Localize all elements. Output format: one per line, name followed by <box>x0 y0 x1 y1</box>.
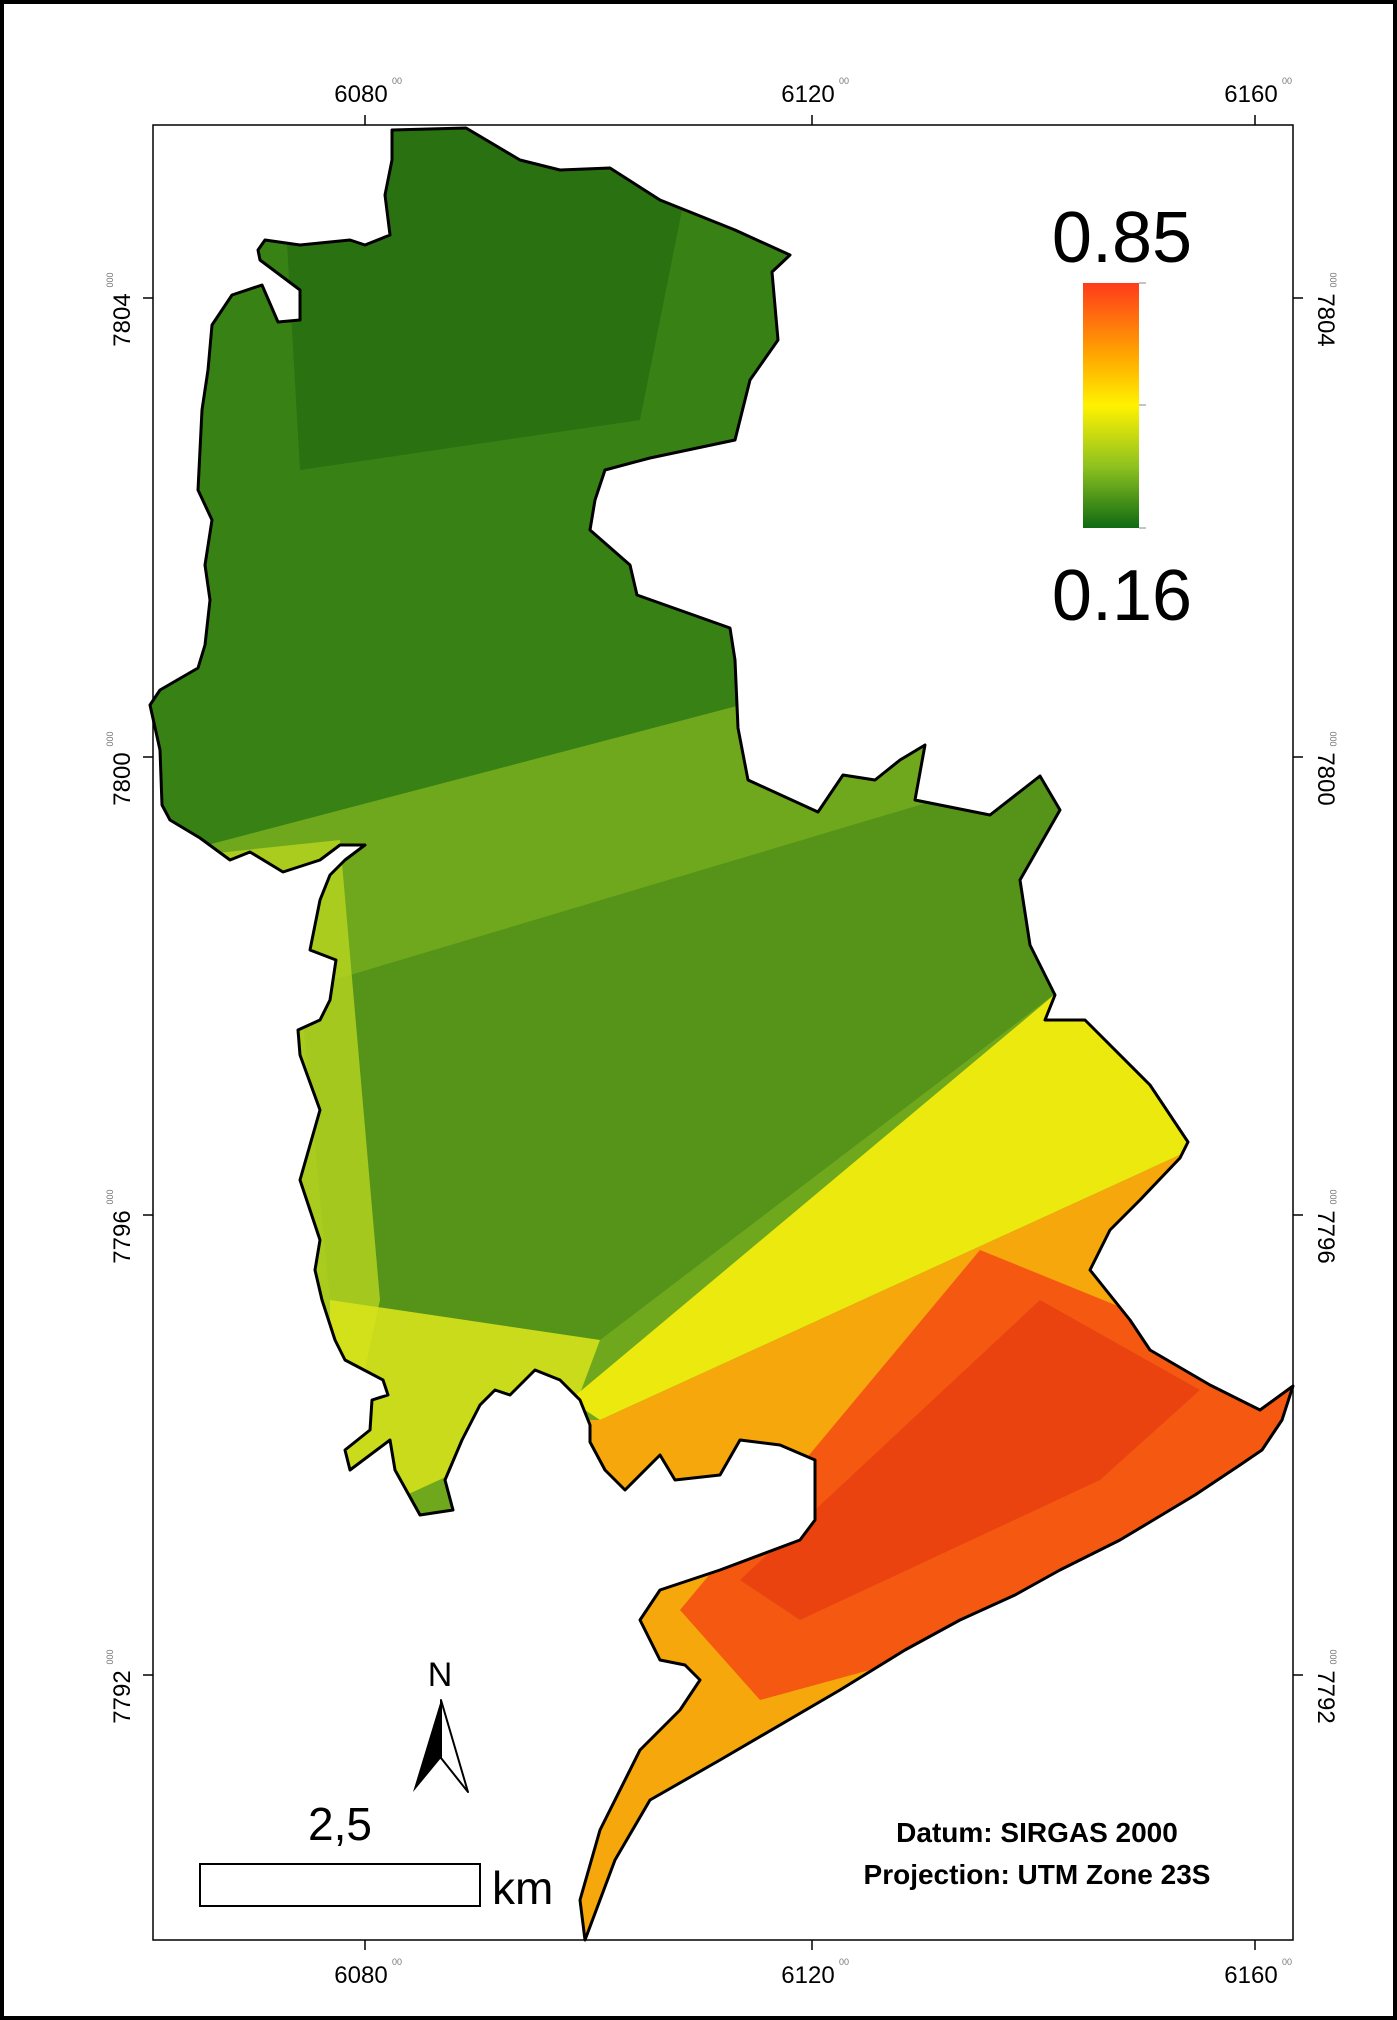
y-tick-label-left-7800: 7800 <box>109 752 136 805</box>
north-arrow-left-half <box>413 1700 441 1792</box>
x-tick-label-bottom-6160: 6160 <box>1224 1962 1277 1989</box>
coordinate-ticks: 6080 00 6080 00 6120 00 6120 00 6160 00 6160 00 7804… <box>105 76 1339 1989</box>
x-tick-sup-bottom-6120: 00 <box>839 1957 849 1967</box>
y-tick-label-right-7800: 7800 <box>1312 752 1339 805</box>
projection-text: Projection: UTM Zone 23S <box>864 1859 1211 1890</box>
y-tick-sup-right-7796: 000 <box>1328 1189 1338 1204</box>
datum-text: Datum: SIRGAS 2000 <box>896 1817 1178 1848</box>
raster-zone-central <box>300 760 1070 1340</box>
y-tick-label-right-7792: 7792 <box>1312 1670 1339 1723</box>
x-tick-label-bottom-6080: 6080 <box>334 1962 387 1989</box>
legend-max-label: 0.85 <box>1052 198 1192 278</box>
scale-bar-unit: km <box>492 1862 553 1914</box>
x-tick-label-top-6120: 6120 <box>781 81 834 108</box>
raster-zone-transition <box>570 990 1293 1420</box>
scale-bar-box <box>199 1863 481 1907</box>
y-tick-label-left-7792: 7792 <box>109 1670 136 1723</box>
north-arrow-label: N <box>428 1656 453 1694</box>
raster-zone-west-edge <box>150 840 380 1530</box>
x-tick-label-bottom-6120: 6120 <box>781 1962 834 1989</box>
legend-color-ramp <box>1083 283 1139 528</box>
x-tick-label-top-6160: 6160 <box>1224 81 1277 108</box>
y-tick-label-right-7796: 7796 <box>1312 1210 1339 1263</box>
legend: 0.85 0.16 <box>1052 198 1192 636</box>
north-arrow: N <box>413 1656 469 1793</box>
projection-info: Datum: SIRGAS 2000 Projection: UTM Zone … <box>864 1817 1211 1890</box>
scale-bar-value: 2,5 <box>308 1798 372 1850</box>
y-tick-sup-left-7800: 000 <box>105 731 115 746</box>
x-tick-sup-bottom-6160: 00 <box>1282 1957 1292 1967</box>
y-tick-label-right-7804: 7804 <box>1312 293 1339 346</box>
legend-min-label: 0.16 <box>1052 556 1192 636</box>
y-tick-sup-left-7804: 000 <box>105 272 115 287</box>
raster-zone-north-core <box>280 128 700 470</box>
y-tick-sup-left-7796: 000 <box>105 1189 115 1204</box>
x-tick-sup-bottom-6080: 00 <box>392 1957 402 1967</box>
raster-zone-red-core <box>740 1300 1200 1620</box>
x-tick-sup-top-6120: 00 <box>839 76 849 86</box>
x-tick-label-top-6080: 6080 <box>334 81 387 108</box>
study-area-boundary <box>148 126 1295 1942</box>
scale-bar: 2,5 km <box>199 1798 553 1914</box>
map-frame <box>152 124 1294 1941</box>
x-tick-sup-top-6160: 00 <box>1282 76 1292 86</box>
y-tick-sup-right-7792: 000 <box>1328 1649 1338 1664</box>
x-tick-sup-top-6080: 00 <box>392 76 402 86</box>
y-tick-label-left-7804: 7804 <box>109 293 136 346</box>
y-tick-sup-right-7800: 000 <box>1328 731 1338 746</box>
y-tick-sup-left-7792: 000 <box>105 1649 115 1664</box>
y-tick-label-left-7796: 7796 <box>109 1210 136 1263</box>
y-tick-sup-right-7804: 000 <box>1328 272 1338 287</box>
north-arrow-right-half <box>440 1699 469 1793</box>
